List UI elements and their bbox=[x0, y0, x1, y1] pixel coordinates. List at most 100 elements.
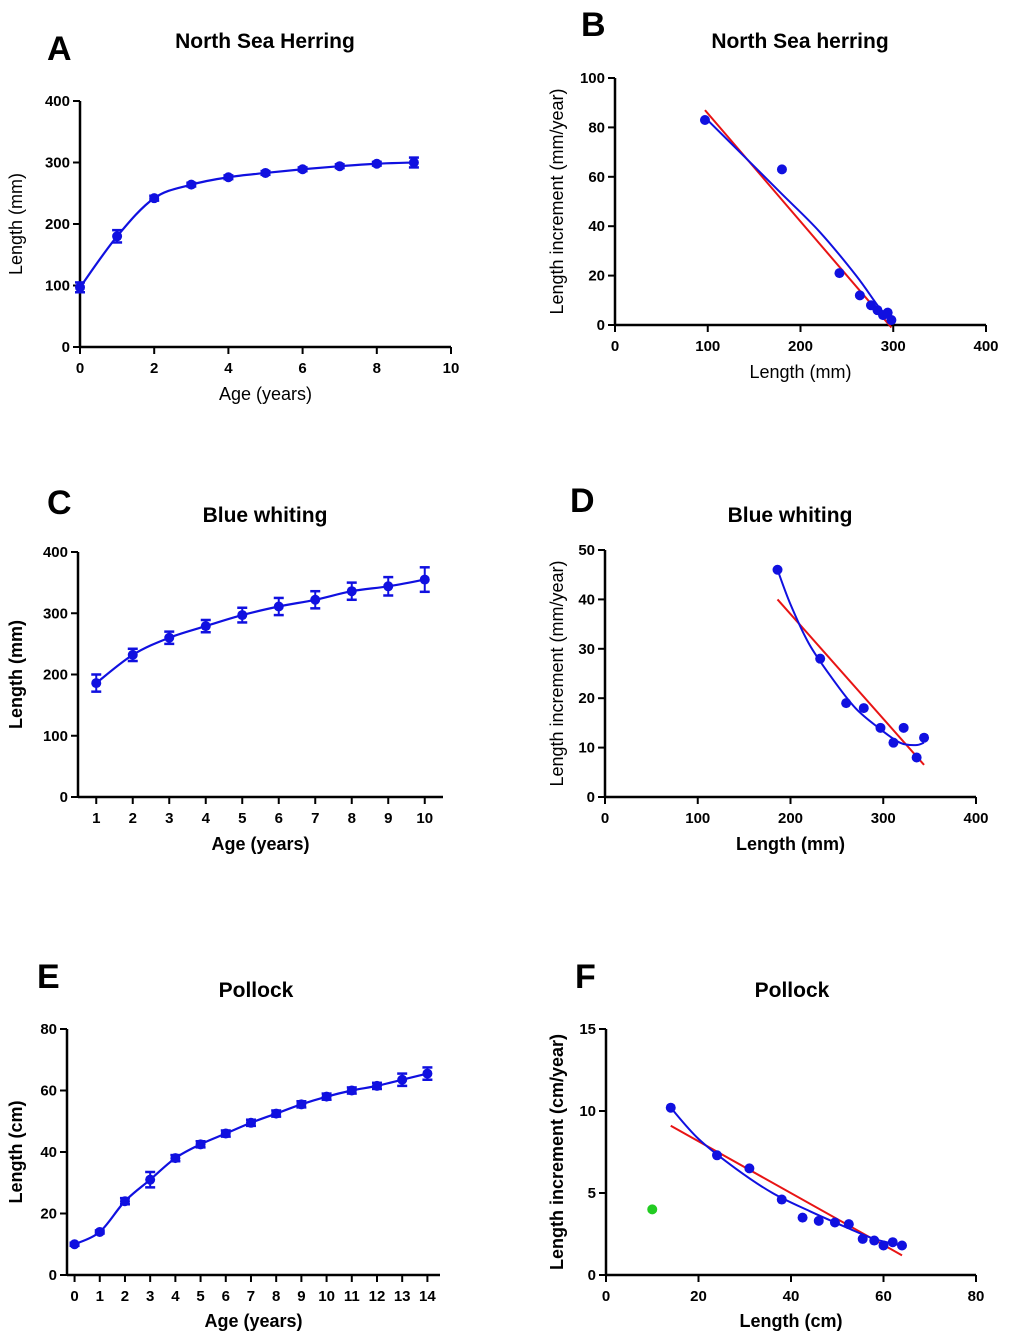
y-tick-label-c: 0 bbox=[60, 789, 68, 806]
chart-panel-b: 0 20 40 60 80 100 0 100 200 300 400 Length (mm) Leng… bbox=[547, 70, 999, 382]
data-point-f bbox=[813, 1215, 824, 1226]
y-tick-label-b: 60 bbox=[588, 169, 605, 186]
x-axis-label-d: Length (mm) bbox=[736, 834, 845, 854]
x-tick-label-f: 40 bbox=[783, 1288, 800, 1305]
curve-fit-d bbox=[776, 569, 925, 747]
data-point-a bbox=[186, 179, 197, 190]
panel-title-e: Pollock bbox=[218, 979, 294, 1002]
y-tick-label-b: 40 bbox=[588, 218, 605, 235]
data-point-e bbox=[271, 1108, 282, 1119]
x-tick-label-d: 400 bbox=[963, 810, 988, 827]
y-axis-label-d: Length increment (mm/year) bbox=[547, 560, 567, 786]
data-point-e bbox=[220, 1128, 231, 1139]
y-tick-label-f: 0 bbox=[588, 1267, 596, 1284]
y-tick-label-f: 15 bbox=[579, 1021, 596, 1038]
data-point-e bbox=[145, 1174, 156, 1185]
panel-letter-c: C bbox=[47, 484, 72, 522]
panel-title-a: North Sea Herring bbox=[175, 30, 355, 53]
y-tick-label-e: 20 bbox=[40, 1206, 57, 1223]
data-point-e bbox=[422, 1068, 433, 1079]
data-point-d bbox=[875, 722, 886, 733]
x-tick-label-c: 1 bbox=[92, 810, 100, 827]
panel-title-d: Blue whiting bbox=[727, 504, 853, 527]
x-tick-label-b: 200 bbox=[788, 338, 813, 355]
data-point-f bbox=[712, 1150, 722, 1161]
data-point-e bbox=[195, 1139, 206, 1150]
data-point-a bbox=[408, 157, 419, 168]
data-point-a bbox=[112, 231, 123, 242]
data-point-d bbox=[911, 752, 922, 763]
data-point-f bbox=[843, 1219, 854, 1230]
x-tick-label-e: 14 bbox=[419, 1288, 436, 1305]
y-tick-label-b: 80 bbox=[588, 119, 605, 136]
data-point-c bbox=[346, 586, 357, 597]
data-point-a bbox=[75, 282, 85, 293]
y-tick-label-c: 200 bbox=[43, 667, 68, 684]
x-tick-label-d: 100 bbox=[685, 810, 710, 827]
y-tick-label-c: 400 bbox=[43, 544, 68, 561]
x-tick-label-c: 9 bbox=[384, 810, 392, 827]
data-point-c bbox=[200, 621, 211, 632]
y-tick-label-d: 10 bbox=[578, 740, 595, 757]
y-axis-label-b: Length increment (mm/year) bbox=[547, 88, 567, 314]
y-tick-label-e: 60 bbox=[40, 1083, 57, 1100]
data-point-f bbox=[744, 1163, 755, 1174]
data-point-c bbox=[383, 581, 394, 592]
y-axis-label-a: Length (mm) bbox=[6, 173, 26, 275]
x-tick-label-e: 8 bbox=[272, 1288, 280, 1305]
panel-title-f: Pollock bbox=[754, 979, 830, 1002]
data-point-c bbox=[127, 649, 138, 660]
y-tick-label-e: 40 bbox=[40, 1144, 57, 1161]
data-point-d bbox=[919, 732, 930, 743]
data-point-c bbox=[419, 574, 430, 585]
panel-letter-e: E bbox=[37, 958, 60, 996]
data-point-f bbox=[887, 1237, 898, 1248]
y-tick-label-d: 20 bbox=[578, 690, 595, 707]
y-tick-label-a: 0 bbox=[62, 339, 70, 356]
data-point-f bbox=[797, 1212, 808, 1223]
x-tick-label-c: 4 bbox=[202, 810, 211, 827]
x-tick-label-a: 4 bbox=[224, 360, 233, 377]
data-point-e bbox=[321, 1091, 332, 1102]
y-tick-label-d: 30 bbox=[578, 641, 595, 658]
x-axis-label-e: Age (years) bbox=[204, 1311, 302, 1331]
panel-letter-f: F bbox=[575, 958, 596, 996]
y-tick-label-e: 80 bbox=[40, 1021, 57, 1038]
data-point-f bbox=[878, 1240, 889, 1251]
y-tick-label-b: 100 bbox=[580, 70, 605, 87]
x-tick-label-a: 0 bbox=[76, 360, 84, 377]
data-point-f bbox=[776, 1194, 787, 1205]
y-tick-label-b: 0 bbox=[597, 317, 605, 334]
x-tick-label-d: 0 bbox=[601, 810, 609, 827]
growth-line-e bbox=[74, 1072, 428, 1246]
data-point-c bbox=[237, 610, 248, 621]
x-tick-label-c: 10 bbox=[416, 810, 433, 827]
growth-line-a bbox=[79, 161, 414, 288]
data-point-e bbox=[119, 1196, 130, 1207]
x-tick-label-b: 0 bbox=[611, 338, 619, 355]
x-tick-label-c: 8 bbox=[348, 810, 356, 827]
data-point-e bbox=[94, 1226, 105, 1237]
growth-line-c bbox=[95, 578, 425, 684]
data-point-d bbox=[858, 703, 869, 714]
data-point-f bbox=[869, 1235, 880, 1246]
data-point-e bbox=[346, 1085, 357, 1096]
y-tick-label-a: 200 bbox=[45, 216, 70, 233]
x-tick-label-b: 400 bbox=[973, 338, 998, 355]
data-point-a bbox=[260, 167, 271, 178]
x-tick-label-c: 5 bbox=[238, 810, 246, 827]
x-tick-label-c: 6 bbox=[275, 810, 283, 827]
data-point-a bbox=[371, 158, 382, 169]
x-tick-label-a: 6 bbox=[298, 360, 306, 377]
y-tick-label-a: 100 bbox=[45, 278, 70, 295]
x-tick-label-c: 3 bbox=[165, 810, 173, 827]
data-point-e bbox=[371, 1080, 382, 1091]
panel-letter-b: B bbox=[581, 6, 606, 44]
x-tick-label-a: 10 bbox=[443, 360, 460, 377]
data-point-e bbox=[69, 1239, 80, 1250]
x-axis-label-c: Age (years) bbox=[211, 834, 309, 854]
data-point-d bbox=[815, 653, 826, 664]
data-point-d bbox=[772, 564, 783, 575]
x-tick-label-e: 3 bbox=[146, 1288, 154, 1305]
